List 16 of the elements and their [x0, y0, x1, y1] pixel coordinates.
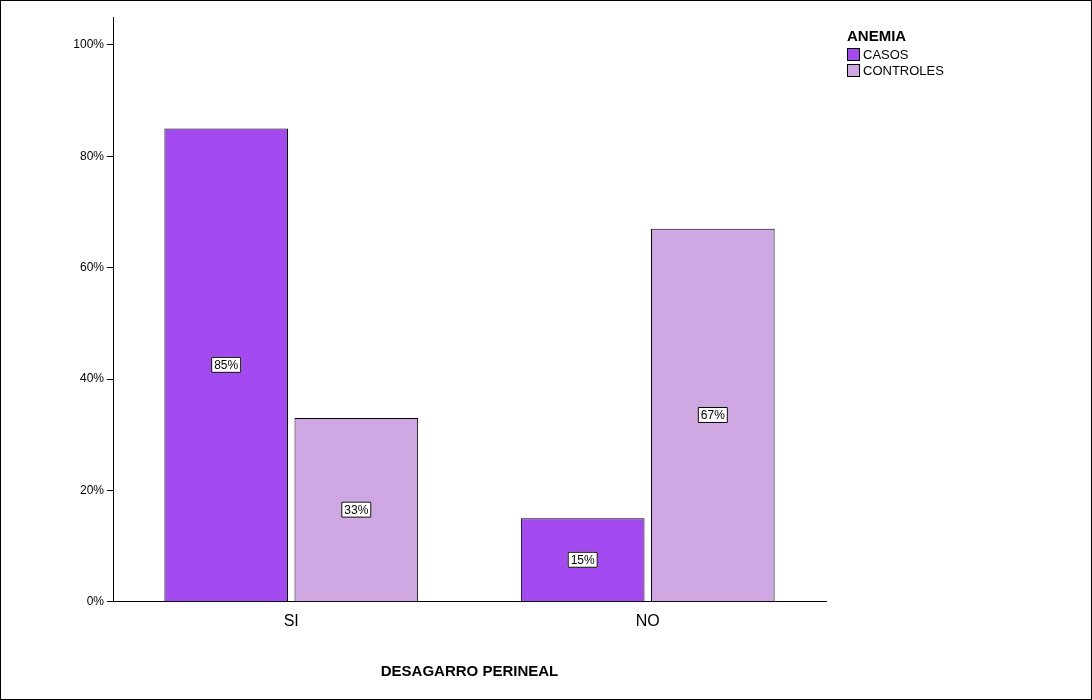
y-tick-label: 100%: [73, 37, 105, 52]
y-tick-label: 60%: [79, 259, 105, 274]
data-label: 67%: [700, 408, 726, 423]
y-tick-label: 40%: [79, 371, 105, 386]
legend-label: CASOS: [863, 46, 909, 62]
data-label: 85%: [214, 358, 239, 373]
y-tick-label: 80%: [79, 148, 105, 163]
x-axis-title: DESAGARRO PERINEAL: [380, 662, 559, 680]
data-label: 15%: [570, 553, 596, 568]
x-tick-label: SI: [283, 611, 299, 629]
x-tick-label: NO: [635, 611, 660, 629]
y-tick-label: 20%: [79, 482, 105, 497]
y-tick-label: 0%: [86, 594, 105, 609]
data-label: 33%: [344, 502, 369, 517]
legend-title: ANEMIA: [847, 27, 908, 44]
legend-label: CONTROLES: [863, 62, 944, 78]
